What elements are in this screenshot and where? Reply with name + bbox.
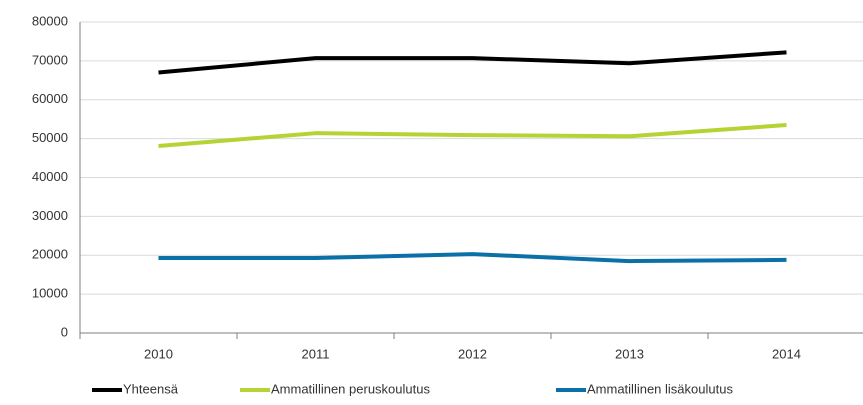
y-tick-label: 40000 [32, 169, 68, 184]
y-tick-label: 10000 [32, 286, 68, 301]
x-tick-label: 2011 [302, 346, 330, 361]
legend-label: Yhteensä [123, 381, 179, 396]
data-line [158, 123, 787, 149]
y-tick-label: 20000 [32, 247, 68, 262]
y-tick-label: 0 [61, 324, 68, 339]
x-tick-label: 2013 [615, 346, 644, 361]
x-tick-label: 2014 [772, 346, 801, 361]
y-tick-label: 30000 [32, 208, 68, 223]
data-line [158, 252, 787, 264]
y-tick-label: 50000 [32, 130, 68, 145]
legend-label: Ammatillinen peruskoulutus [271, 381, 430, 396]
legend-label: Ammatillinen lisäkoulutus [587, 381, 733, 396]
x-tick-label: 2012 [458, 346, 487, 361]
y-tick-label: 60000 [32, 91, 68, 106]
data-line [158, 50, 787, 75]
y-tick-label: 70000 [32, 52, 68, 67]
x-tick-label: 2010 [144, 346, 173, 361]
y-tick-label: 80000 [32, 13, 68, 28]
